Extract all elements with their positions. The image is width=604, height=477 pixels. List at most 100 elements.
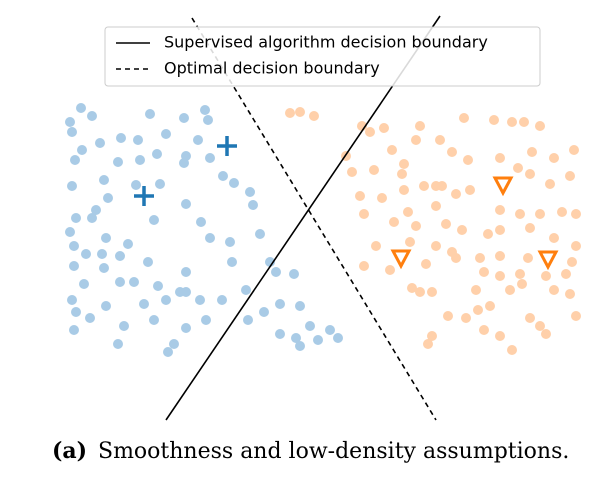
point xyxy=(415,121,425,131)
point xyxy=(389,217,399,227)
point xyxy=(85,313,95,323)
point xyxy=(241,285,251,295)
point xyxy=(87,111,97,121)
legend: Supervised algorithm decision boundary Op… xyxy=(116,33,488,78)
point xyxy=(549,285,559,295)
point xyxy=(385,265,395,275)
point xyxy=(67,295,77,305)
point xyxy=(565,289,575,299)
point xyxy=(437,181,447,191)
point xyxy=(427,287,437,297)
point xyxy=(309,111,319,121)
point xyxy=(139,299,149,309)
point xyxy=(495,271,505,281)
point xyxy=(513,163,523,173)
point xyxy=(76,103,86,113)
point xyxy=(265,257,275,267)
point xyxy=(71,213,81,223)
point xyxy=(113,339,123,349)
point xyxy=(557,207,567,217)
point xyxy=(451,253,461,263)
point xyxy=(365,127,375,137)
triangle-marker xyxy=(390,249,412,270)
point xyxy=(441,219,451,229)
point xyxy=(243,315,253,325)
point xyxy=(295,301,305,311)
point xyxy=(69,261,79,271)
point xyxy=(181,267,191,277)
point xyxy=(489,115,499,125)
point xyxy=(87,213,97,223)
point xyxy=(515,269,525,279)
point xyxy=(71,307,81,317)
point xyxy=(271,267,281,277)
point xyxy=(419,181,429,191)
point xyxy=(119,321,129,331)
point xyxy=(347,167,357,177)
point xyxy=(545,179,555,189)
point xyxy=(567,257,577,267)
point xyxy=(295,107,305,117)
point xyxy=(561,269,571,279)
point xyxy=(225,237,235,247)
point xyxy=(259,307,269,317)
point xyxy=(255,229,265,239)
legend-label: Supervised algorithm decision boundary xyxy=(164,33,488,52)
point xyxy=(407,283,417,293)
point xyxy=(67,127,77,137)
point xyxy=(101,301,111,311)
point xyxy=(541,271,551,281)
point xyxy=(97,249,107,259)
point xyxy=(485,301,495,311)
point xyxy=(411,221,421,231)
point xyxy=(161,129,171,139)
point xyxy=(145,109,155,119)
point xyxy=(77,145,87,155)
point xyxy=(149,315,159,325)
point xyxy=(387,145,397,155)
point xyxy=(377,193,387,203)
point xyxy=(549,233,559,243)
point xyxy=(495,153,505,163)
point xyxy=(131,180,141,190)
point xyxy=(495,225,505,235)
legend-box xyxy=(104,26,541,87)
point xyxy=(123,239,133,249)
point xyxy=(495,331,505,341)
point xyxy=(457,225,467,235)
point xyxy=(379,123,389,133)
point xyxy=(495,205,505,215)
point xyxy=(181,287,191,297)
point xyxy=(471,285,481,295)
point xyxy=(181,323,191,333)
point xyxy=(565,171,575,181)
point xyxy=(415,287,425,297)
point xyxy=(515,209,525,219)
point xyxy=(135,155,145,165)
point xyxy=(67,181,77,191)
point xyxy=(421,259,431,269)
point xyxy=(143,257,153,267)
point xyxy=(371,241,381,251)
point xyxy=(313,335,323,345)
point xyxy=(355,191,365,201)
point xyxy=(505,285,515,295)
point xyxy=(541,329,551,339)
point xyxy=(245,187,255,197)
point xyxy=(571,241,581,251)
point xyxy=(129,277,139,287)
point xyxy=(523,253,533,263)
point xyxy=(101,233,111,243)
point xyxy=(525,169,535,179)
point xyxy=(115,277,125,287)
point xyxy=(295,341,305,351)
point xyxy=(99,263,109,273)
point xyxy=(465,185,475,195)
point xyxy=(152,149,162,159)
point xyxy=(163,347,173,357)
point xyxy=(463,155,473,165)
point xyxy=(459,113,469,123)
point xyxy=(431,241,441,251)
point xyxy=(475,253,485,263)
point xyxy=(99,175,109,185)
